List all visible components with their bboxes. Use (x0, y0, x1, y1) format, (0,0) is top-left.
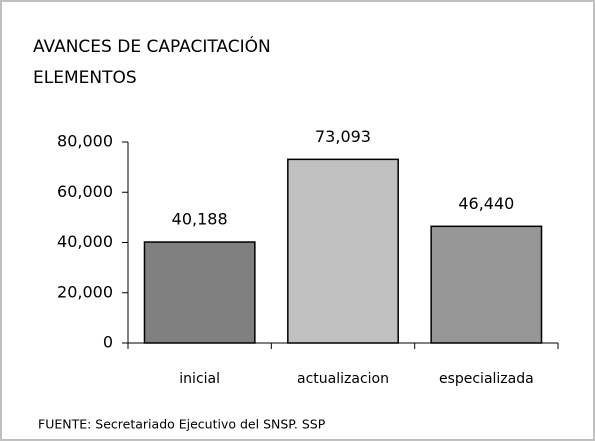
y-tick-label: 40,000 (57, 232, 113, 251)
chart-title: AVANCES DE CAPACITACIÓN (33, 35, 271, 57)
source-note: FUENTE: Secretariado Ejecutivo del SNSP.… (38, 417, 326, 432)
y-tick-label: 60,000 (57, 182, 113, 201)
x-tick-label: especializada (439, 371, 534, 387)
x-tick-label: inicial (179, 371, 220, 387)
chart-subtitle: ELEMENTOS (33, 68, 137, 88)
y-tick-label: 80,000 (57, 132, 113, 151)
data-label: 73,093 (315, 127, 371, 146)
bar (287, 158, 399, 344)
x-tick-label: actualizacion (297, 371, 389, 387)
data-label: 40,188 (172, 210, 228, 229)
bar (143, 241, 256, 344)
y-tick-label: 0 (103, 333, 113, 352)
data-label: 46,440 (458, 194, 514, 213)
bar (430, 225, 543, 344)
y-tick-label: 20,000 (57, 282, 113, 301)
